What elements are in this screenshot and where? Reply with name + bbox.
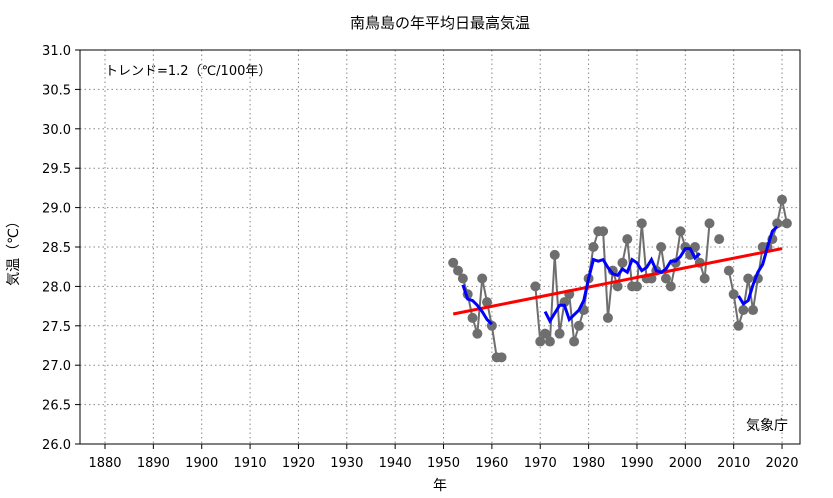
x-tick-label: 1940 (379, 456, 412, 471)
annual-point (448, 257, 459, 268)
annual-point (675, 226, 686, 237)
x-tick-label: 1900 (185, 456, 218, 471)
annual-line-segment (534, 286, 542, 342)
source-annotation: 気象庁 (746, 418, 788, 434)
annual-point (482, 297, 493, 308)
annual-point (544, 336, 555, 347)
x-tick-label: 1950 (427, 456, 460, 471)
y-tick-label: 26.0 (42, 438, 71, 453)
annual-point (781, 218, 792, 229)
x-tick-label: 1970 (524, 456, 557, 471)
annual-line-segment (703, 223, 711, 279)
annual-point (472, 328, 483, 339)
y-tick-label: 31.0 (42, 44, 71, 59)
annual-point (777, 194, 788, 205)
annual-point (535, 336, 546, 347)
trend-annotation: トレンド=1.2（℃/100年） (105, 64, 271, 79)
annual-point (549, 249, 560, 260)
annual-point (714, 234, 725, 245)
annual-point (689, 242, 700, 252)
y-tick-label: 26.5 (42, 399, 71, 414)
annual-line-segment (602, 231, 609, 318)
annual-point (569, 336, 580, 347)
x-tick-label: 2010 (717, 456, 750, 471)
annual-line-segment (732, 294, 740, 326)
annual-point (540, 328, 551, 339)
annual-point (554, 328, 565, 339)
x-tick-label: 1960 (475, 456, 508, 471)
chart-title: 南鳥島の年平均日最高気温 (350, 14, 530, 32)
running-mean-line (543, 247, 701, 325)
annual-line-segment (548, 254, 556, 342)
annual-point (602, 312, 613, 323)
x-tick-label: 1920 (282, 456, 315, 471)
x-tick-label: 1980 (572, 456, 605, 471)
annual-point (738, 305, 749, 316)
y-tick-label: 29.5 (42, 162, 71, 177)
annual-point (477, 273, 488, 284)
annual-line-segment (606, 270, 614, 319)
y-tick-label: 30.0 (42, 123, 71, 138)
annual-line-segment (752, 278, 759, 311)
annual-point (733, 320, 744, 331)
annual-point (467, 312, 478, 323)
running-mean-line (737, 225, 779, 306)
annual-point (728, 289, 739, 300)
annual-point (617, 257, 628, 268)
x-tick-label: 1880 (88, 456, 121, 471)
annual-point (457, 273, 468, 284)
annual-point (743, 273, 754, 284)
y-tick-label: 27.0 (42, 359, 71, 374)
trend-line (452, 247, 783, 316)
y-tick-label: 28.0 (42, 280, 71, 295)
annual-point (665, 281, 676, 292)
y-tick-label: 28.5 (42, 241, 71, 256)
annual-point (453, 265, 464, 276)
x-tick-label: 1910 (234, 456, 267, 471)
annual-point (631, 281, 642, 292)
annual-point (660, 273, 671, 284)
x-tick-label: 1990 (620, 456, 653, 471)
x-tick-label: 2000 (669, 456, 702, 471)
annual-point (612, 281, 623, 292)
annual-point (588, 242, 599, 252)
y-tick-label: 30.5 (42, 83, 71, 98)
y-tick-label: 29.0 (42, 202, 71, 217)
annual-point (636, 218, 647, 229)
annual-point (748, 305, 759, 316)
annual-point (704, 218, 715, 229)
annual-point (573, 320, 584, 331)
annual-line-segment (674, 231, 682, 263)
y-tick-label: 27.5 (42, 320, 71, 335)
y-axis-label: 気温（℃） (6, 214, 22, 286)
annual-point (699, 273, 710, 284)
annual-point (656, 242, 667, 252)
annual-line-segment (490, 325, 498, 358)
x-axis-label: 年 (433, 478, 447, 494)
annual-point (496, 352, 507, 363)
annual-point (622, 234, 633, 245)
x-tick-label: 2020 (765, 456, 798, 471)
annual-point (723, 265, 734, 276)
annual-point (772, 218, 783, 229)
x-tick-label: 1890 (137, 456, 170, 471)
annual-point (530, 281, 541, 292)
running-mean-line (461, 284, 493, 326)
annual-point (598, 226, 609, 237)
x-tick-label: 1930 (330, 456, 363, 471)
